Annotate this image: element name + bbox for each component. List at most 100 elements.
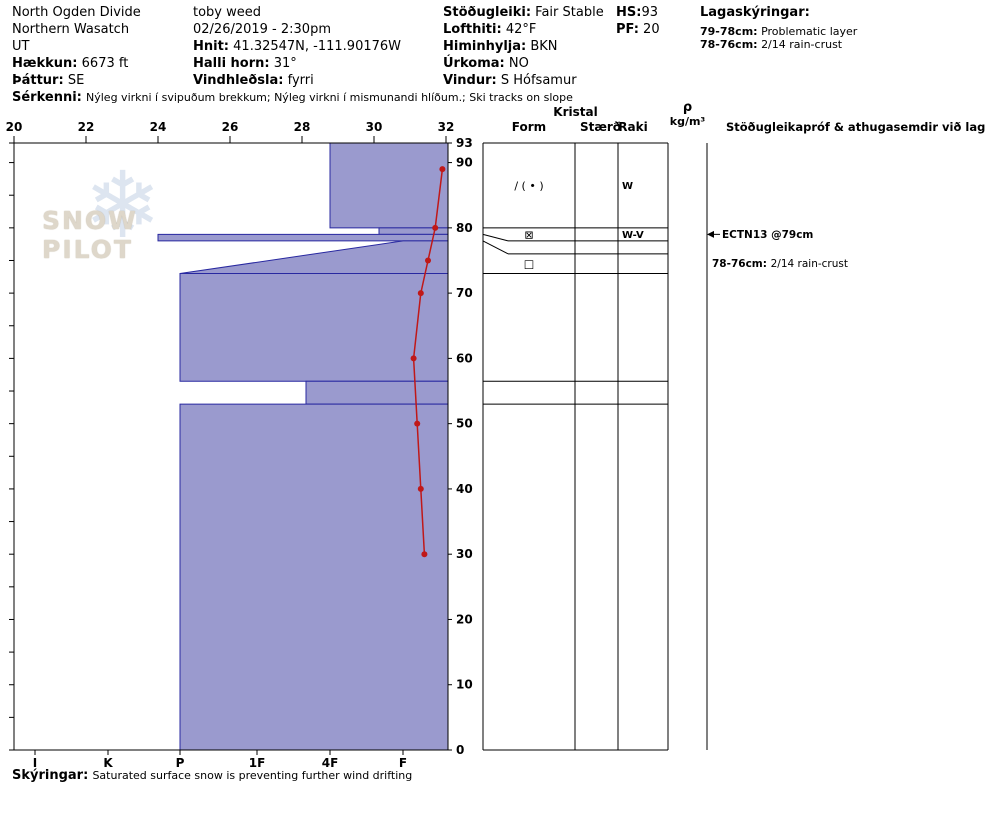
layer-note-1: 79-78cm: Problematic layer — [700, 25, 858, 38]
comments-value: Saturated surface snow is preventing fur… — [92, 769, 413, 782]
pit-depth-value: 20 — [643, 22, 660, 37]
aspect-label: Þáttur: — [12, 73, 64, 88]
stability-value: Fair Stable — [535, 5, 604, 20]
site-name: North Ogden Divide — [12, 5, 141, 20]
hardness-axis-label: 1F — [249, 756, 266, 770]
hardness-axis-label: I — [33, 756, 37, 770]
hardness-axis-label: P — [176, 756, 185, 770]
sky-value: BKN — [530, 39, 558, 54]
elevation-label: Hækkun: — [12, 56, 78, 71]
depth-axis-label: 90 — [456, 156, 473, 170]
snowpilot-watermark: ❄ SNOW PILOT — [42, 152, 232, 280]
density-unit: kg/m³ — [670, 115, 706, 128]
temp-axis-label: 24 — [150, 120, 167, 134]
temperature-point — [414, 420, 421, 427]
depth-axis-label: 0 — [456, 743, 464, 757]
aspect-field: Þáttur: SE — [12, 73, 84, 88]
snow-layer-bar — [179, 240, 449, 275]
snow-height-label: HS: — [616, 5, 642, 20]
depth-axis-label: 93 — [456, 136, 473, 150]
temp-axis-label: 20 — [6, 120, 23, 134]
temp-axis-label: 30 — [366, 120, 383, 134]
wind-field: Vindur: S Hófsamur — [443, 73, 577, 88]
features-field: Sérkenni: Nýleg virkni í svipuðum brekku… — [12, 90, 573, 105]
site-state: UT — [12, 39, 30, 54]
temperature-point — [439, 166, 446, 173]
form-column-header: Form — [512, 120, 546, 134]
hardness-axis-label: F — [399, 756, 407, 770]
depth-axis-label: 80 — [456, 221, 473, 235]
moisture-column-header: Raki — [618, 120, 647, 134]
temp-axis-label: 26 — [222, 120, 239, 134]
comments-field: Skýringar: Saturated surface snow is pre… — [12, 768, 412, 783]
pit-depth-label: PF: — [616, 22, 639, 37]
site-region: Northern Wasatch — [12, 22, 130, 37]
hardness-axis-label: K — [103, 756, 113, 770]
depth-axis-label: 10 — [456, 678, 473, 692]
snow-layer-bar — [305, 380, 449, 405]
depth-axis-label: 60 — [456, 351, 473, 365]
snow-layer-bar — [179, 403, 449, 751]
temp-axis-label: 22 — [78, 120, 95, 134]
temperature-profile — [410, 166, 446, 558]
windloading-field: Vindhleðsla: fyrri — [193, 73, 314, 88]
grain-form-symbol: ∕ ( • ) — [514, 179, 543, 192]
depth-axis-label: 20 — [456, 612, 473, 626]
elevation-field: Hækkun: 6673 ft — [12, 56, 128, 71]
snow-height-field: HS:93 — [616, 5, 658, 20]
moisture-value: W-V — [622, 230, 644, 241]
airtemp-value: 42°F — [505, 22, 537, 37]
temperature-point — [417, 290, 424, 297]
depth-axis-label: 50 — [456, 417, 473, 431]
features-label: Sérkenni: — [12, 90, 82, 105]
test-annotation: ECTN13 @79cm — [722, 229, 813, 241]
temperature-point — [425, 257, 431, 264]
depth-axis-label: 40 — [456, 482, 473, 496]
snowflake-icon: ❄ — [84, 152, 162, 259]
airtemp-field: Lofthiti: 42°F — [443, 22, 536, 37]
snow-layer-bar — [179, 273, 449, 382]
windloading-value: fyrri — [287, 73, 314, 88]
precip-value: NO — [508, 56, 529, 71]
grain-form-symbol: ⊠ — [524, 228, 533, 241]
temp-axis-label: 32 — [438, 120, 455, 134]
grain-form-symbol: □ — [524, 258, 534, 271]
observation-datetime: 02/26/2019 - 2:30pm — [193, 22, 331, 37]
elevation-value: 6673 ft — [81, 56, 129, 71]
test-annotation: 78-76cm: 2/14 rain-crust — [712, 258, 848, 270]
aspect-value: SE — [67, 73, 85, 88]
temperature-line — [412, 169, 444, 555]
features-value: Nýleg virkni í svipuðum brekkum; Nýleg v… — [86, 91, 573, 104]
airtemp-label: Lofthiti: — [443, 22, 502, 37]
coordinates-value: 41.32547N, -111.90176W — [233, 39, 402, 54]
left-arrow-icon — [707, 230, 714, 238]
sky-label: Himinhylja: — [443, 39, 527, 54]
temperature-point — [410, 355, 417, 362]
wind-value: S Hófsamur — [500, 73, 577, 88]
hardness-axis-label: 4F — [322, 756, 339, 770]
layer-bars — [157, 142, 449, 751]
precip-field: Úrkoma: NO — [443, 56, 529, 71]
wind-label: Vindur: — [443, 73, 497, 88]
precip-label: Úrkoma: — [443, 56, 505, 71]
depth-axis-label: 30 — [456, 547, 473, 561]
temperature-point — [421, 551, 428, 558]
slope-angle-value: 31° — [273, 56, 297, 71]
moisture-value: W — [622, 181, 633, 192]
pit-depth-field: PF: 20 — [616, 22, 660, 37]
temperature-point — [432, 224, 439, 231]
stability-label: Stöðugleiki: — [443, 5, 532, 20]
slope-angle-label: Halli horn: — [193, 56, 270, 71]
layer-note-2: 78-76cm: 2/14 rain-crust — [700, 38, 843, 51]
comments-label: Skýringar: — [12, 768, 89, 783]
coordinates-field: Hnit: 41.32547N, -111.90176W — [193, 39, 401, 54]
coordinates-label: Hnit: — [193, 39, 230, 54]
snow-layer-bar — [157, 233, 449, 242]
sky-field: Himinhylja: BKN — [443, 39, 558, 54]
snow-layer-bar — [329, 142, 449, 229]
layer-notes-title: Lagaskýringar: — [700, 5, 810, 20]
depth-axis-label: 70 — [456, 286, 473, 300]
